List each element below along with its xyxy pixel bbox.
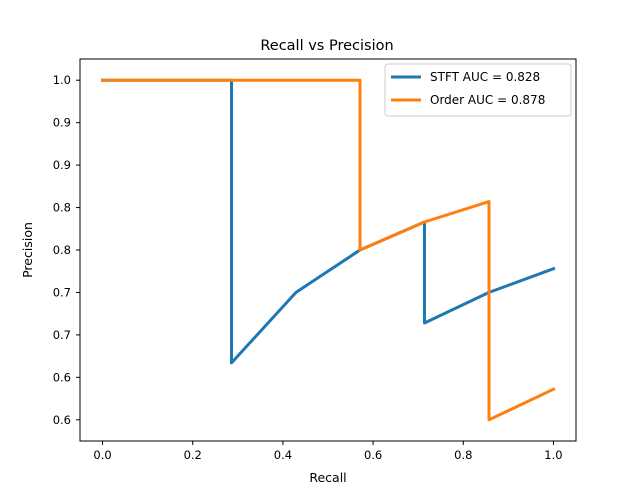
y-axis-label: Precision — [20, 222, 35, 278]
y-tick-label: 1.0 — [53, 73, 71, 87]
x-axis: 0.0 0.2 0.4 0.6 0.8 1.0 — [93, 441, 563, 462]
x-tick-label: 0.6 — [364, 448, 382, 462]
y-tick-label: 0.8 — [53, 243, 71, 257]
x-tick-label: 0.0 — [93, 448, 111, 462]
x-tick-label: 0.8 — [454, 448, 472, 462]
x-tick-label: 1.0 — [544, 448, 562, 462]
x-axis-label: Recall — [309, 470, 346, 485]
y-tick-label: 0.9 — [53, 116, 71, 130]
y-tick-label: 0.6 — [53, 413, 71, 427]
y-tick-label: 0.7 — [53, 328, 71, 342]
y-tick-label: 0.9 — [53, 158, 71, 172]
y-axis: 0.6 0.6 0.7 0.7 0.8 0.8 0.9 0.9 1.0 — [53, 73, 80, 427]
x-tick-label: 0.2 — [184, 448, 202, 462]
chart-title: Recall vs Precision — [260, 38, 393, 54]
y-tick-label: 0.7 — [53, 285, 71, 299]
y-tick-label: 0.6 — [53, 370, 71, 384]
legend-label-stft: STFT AUC = 0.828 — [430, 70, 540, 84]
legend-label-order: Order AUC = 0.878 — [430, 93, 545, 107]
legend-box — [384, 63, 572, 117]
series-lines — [101, 78, 556, 422]
y-tick-label: 0.8 — [53, 201, 71, 215]
legend: STFT AUC = 0.828 Order AUC = 0.878 — [384, 63, 572, 117]
x-tick-label: 0.4 — [274, 448, 292, 462]
series-line-order — [101, 78, 556, 422]
